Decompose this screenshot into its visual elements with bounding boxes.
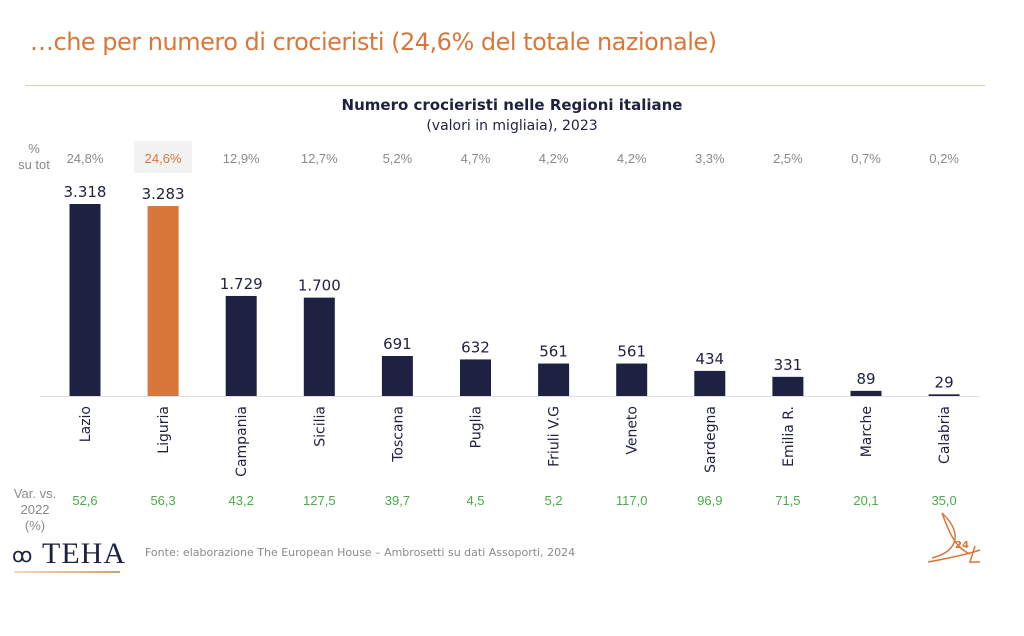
variation-label: 20,1 (853, 493, 878, 508)
category-label: Lazio (78, 406, 94, 442)
page-title: …che per numero di crocieristi (24,6% de… (30, 28, 717, 56)
category-label: Emilia R. (781, 406, 797, 467)
category-label: Sicilia (312, 406, 328, 447)
category-label: Puglia (469, 406, 485, 448)
share-row-label: % su tot (14, 141, 54, 173)
value-label: 434 (695, 350, 724, 368)
share-row-label-line1: % (28, 141, 40, 156)
bar (850, 390, 882, 396)
share-label: 0,7% (851, 151, 881, 166)
share-label: 4,2% (617, 151, 647, 166)
share-highlight-box (134, 141, 193, 173)
logo-mark-icon: ꝏ (12, 543, 33, 567)
category-label: Marche (859, 406, 875, 457)
bar (460, 359, 491, 396)
bar (772, 376, 804, 396)
chart-subtitle: (valori in migliaia), 2023 (426, 118, 598, 134)
variation-label: 5,2 (545, 493, 563, 508)
bar (694, 370, 726, 396)
value-label: 1.729 (220, 275, 263, 293)
share-label: 0,2% (929, 151, 959, 166)
category-label: Campania (234, 406, 250, 477)
share-label: 24,6% (145, 151, 182, 166)
page-number: 24 (955, 540, 969, 551)
value-label: 89 (856, 370, 875, 388)
category-label: Friuli V.G (547, 406, 563, 467)
value-label: 561 (539, 343, 568, 361)
logo-text: TEHA (42, 537, 126, 570)
variation-label: 52,6 (72, 493, 97, 508)
bar (538, 363, 570, 396)
variation-label: 35,0 (931, 493, 956, 508)
share-label: 2,5% (773, 151, 803, 166)
bar (616, 363, 648, 396)
bar (69, 204, 101, 396)
share-label: 24,8% (67, 151, 104, 166)
bar (147, 206, 179, 396)
category-label: Sardegna (703, 406, 719, 473)
value-label: 331 (774, 356, 803, 374)
value-label: 3.318 (64, 183, 107, 201)
category-label: Veneto (625, 406, 641, 455)
variation-label: 96,9 (697, 493, 722, 508)
variation-label: 56,3 (150, 493, 175, 508)
category-label: Toscana (390, 406, 406, 463)
variation-label: 43,2 (229, 493, 254, 508)
bar (381, 356, 413, 396)
title-divider (25, 85, 985, 86)
variation-label: 71,5 (775, 493, 800, 508)
variation-row-label: Var. vs. 2022 (%) (10, 486, 60, 534)
share-label: 12,9% (223, 151, 260, 166)
category-label: Calabria (937, 406, 953, 464)
share-label: 12,7% (301, 151, 338, 166)
page-badge: 24 (920, 510, 990, 570)
variation-row-label-line1: Var. vs. (13, 486, 57, 501)
chart-title: Numero crocieristi nelle Regioni italian… (341, 96, 683, 114)
logo-underline (14, 571, 120, 573)
value-label: 1.700 (298, 277, 341, 295)
value-label: 29 (935, 373, 954, 391)
share-label: 3,3% (695, 151, 725, 166)
share-row-label-line2: su tot (18, 157, 50, 172)
value-label: 3.283 (142, 185, 185, 203)
sailboat-icon (927, 512, 981, 563)
source-note: Fonte: elaborazione The European House –… (145, 546, 576, 559)
variation-label: 39,7 (385, 493, 410, 508)
bar (225, 295, 257, 396)
variation-label: 127,5 (303, 493, 336, 508)
teha-logo: ꝏ TEHA (12, 537, 132, 573)
share-label: 4,7% (461, 151, 491, 166)
value-label: 632 (461, 338, 490, 356)
bar (303, 297, 335, 396)
value-label: 561 (617, 343, 646, 361)
variation-row-label-line2: 2022 (%) (20, 502, 50, 533)
share-label: 5,2% (383, 151, 413, 166)
variation-label: 117,0 (616, 493, 648, 508)
variation-label: 4,5 (466, 493, 484, 508)
category-label: Liguria (156, 406, 172, 454)
bar (928, 394, 960, 396)
share-label: 4,2% (539, 151, 569, 166)
value-label: 691 (383, 335, 412, 353)
